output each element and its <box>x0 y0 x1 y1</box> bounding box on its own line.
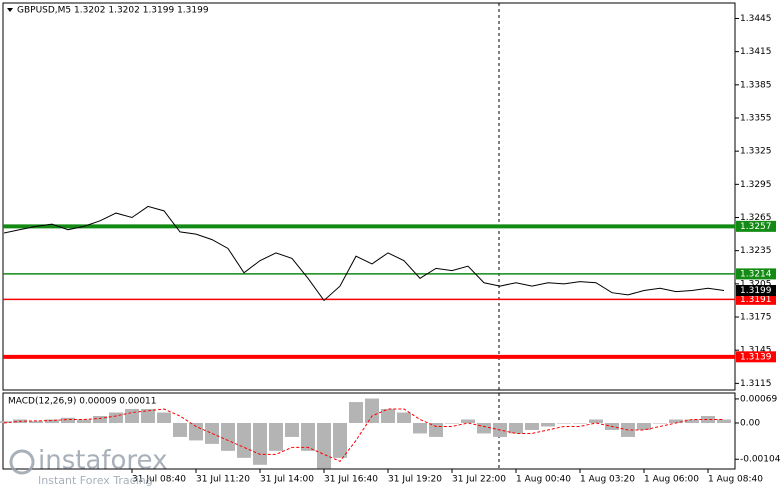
macd-bar <box>429 422 443 437</box>
x-tick-label: 1 Aug 03:20 <box>580 475 635 485</box>
macd-bar <box>701 416 715 423</box>
macd-bar <box>221 422 235 451</box>
macd-bar <box>573 422 587 424</box>
y-tick-label: 1.3325 <box>740 147 772 157</box>
y-tick-label: 1.3205 <box>740 279 772 289</box>
macd-bar <box>317 422 331 469</box>
x-tick-label: 1 Aug 06:00 <box>644 475 699 485</box>
x-tick-label: 31 Jul 22:00 <box>452 475 506 485</box>
chart-title: GBPUSD,M5 1.3202 1.3202 1.3199 1.3199 <box>17 6 209 16</box>
macd-bar <box>285 422 299 437</box>
macd-bar <box>61 417 75 423</box>
macd-bar <box>333 422 347 458</box>
macd-bar <box>589 419 603 423</box>
macd-bar <box>509 422 523 434</box>
macd-bar <box>477 422 491 434</box>
y-tick-label: 0.00 <box>740 418 760 428</box>
macd-bar <box>445 422 459 424</box>
macd-bar <box>685 419 699 423</box>
menu-triangle <box>7 8 13 12</box>
macd-bar <box>0 421 11 423</box>
level-label: 1.3257 <box>740 222 772 232</box>
level-label: 1.3214 <box>740 269 772 279</box>
x-tick-label: 31 Jul 11:20 <box>196 475 250 485</box>
macd-bar <box>29 421 43 423</box>
x-tick-label: 1 Aug 08:40 <box>708 475 763 485</box>
macd-bar <box>109 412 123 423</box>
y-tick-label: 1.3445 <box>740 14 772 24</box>
y-tick-label: -0.00104 <box>740 455 781 465</box>
y-tick-label: 1.3175 <box>740 313 772 323</box>
macd-title: MACD(12,26,9) 0.00009 0.00011 <box>8 397 157 407</box>
y-tick-label: 1.3115 <box>740 379 772 389</box>
macd-bar <box>157 412 171 423</box>
macd-bar <box>237 422 251 458</box>
macd-bar <box>205 422 219 444</box>
level-tag <box>736 220 776 232</box>
macd-bar <box>301 422 315 451</box>
macd-bar <box>461 419 475 423</box>
main-frame <box>2 2 736 391</box>
macd-bar <box>125 409 139 423</box>
y-tick-label: 1.3295 <box>740 180 772 190</box>
level-tag <box>736 351 776 363</box>
macd-bar <box>349 402 363 423</box>
y-tick-label: 1.3235 <box>740 246 772 256</box>
macd-bar <box>557 422 571 424</box>
price-line <box>3 205 725 302</box>
watermark: instaforex Instant Forex Tracing <box>9 446 167 487</box>
macd-bar <box>173 422 187 437</box>
x-tick-label: 31 Jul 16:40 <box>324 475 378 485</box>
macd-bar <box>77 419 91 423</box>
macd-bar <box>397 412 411 423</box>
macd-frame <box>2 392 736 470</box>
level-tag <box>736 268 776 280</box>
macd-bar <box>525 422 539 430</box>
macd-bar <box>189 422 203 441</box>
macd-bar <box>717 419 731 423</box>
x-tick-label: 31 Jul 19:20 <box>388 475 442 485</box>
watermark-logo <box>9 449 35 475</box>
macd-bar <box>541 422 555 427</box>
y-tick-label: 1.3265 <box>740 213 772 223</box>
macd-bar <box>381 409 395 423</box>
y-tick-label: 1.3145 <box>740 346 772 356</box>
level-label: 1.3191 <box>740 295 772 305</box>
macd-bar <box>269 422 283 451</box>
macd-bar <box>365 398 379 423</box>
last-price-label: 1.3199 <box>740 286 772 296</box>
x-tick-label: 31 Jul 14:00 <box>260 475 314 485</box>
macd-bar <box>45 419 59 423</box>
x-tick-label: 31 Jul 08:40 <box>132 475 186 485</box>
last-price-tag <box>736 284 776 296</box>
macd-bar <box>413 422 427 434</box>
macd-bar <box>669 419 683 423</box>
x-tick-label: 1 Aug 00:40 <box>516 475 571 485</box>
watermark-brand: instaforex <box>38 446 167 476</box>
macd-bar <box>93 416 107 423</box>
watermark-tagline: Instant Forex Tracing <box>38 474 153 487</box>
y-tick-label: 1.3415 <box>740 47 772 57</box>
macd-bar <box>637 422 651 430</box>
y-tick-label: 0.00069 <box>740 394 777 404</box>
y-tick-label: 1.3385 <box>740 80 772 90</box>
macd-bar <box>253 422 267 465</box>
macd-bar <box>653 422 667 424</box>
level-tag <box>736 293 776 305</box>
macd-bar <box>141 409 155 423</box>
level-label: 1.3139 <box>740 352 772 362</box>
signal-line <box>3 408 724 462</box>
y-tick-label: 1.3355 <box>740 113 772 123</box>
